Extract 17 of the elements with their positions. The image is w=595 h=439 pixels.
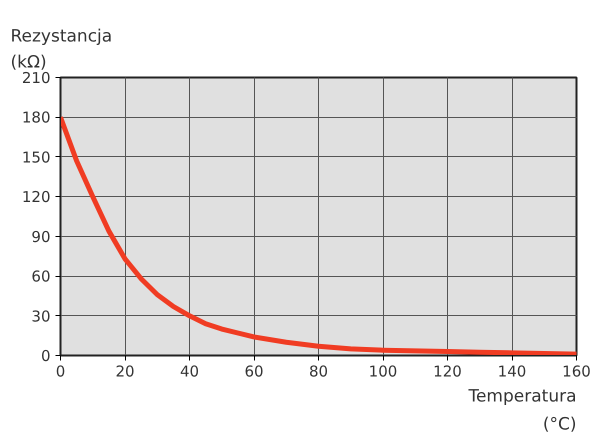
x-tick-label: 40 [180, 362, 200, 380]
y-tick-label: 30 [31, 307, 51, 326]
y-tick-label: 150 [22, 148, 51, 166]
y-tick-label: 90 [31, 228, 51, 246]
x-tick-label: 140 [498, 362, 526, 380]
y-tick-label: 180 [22, 108, 51, 127]
y-tick-label: 60 [31, 268, 51, 286]
x-tick-label: 60 [244, 362, 264, 380]
x-tick-label: 20 [115, 362, 135, 380]
x-tick-label: 80 [308, 362, 328, 380]
x-axis-title: Temperatura (°C) [467, 386, 577, 434]
x-tick-label: 160 [562, 362, 591, 380]
y-tick-label: 0 [40, 347, 51, 365]
x-tick-label: 100 [368, 362, 398, 380]
x-tick-label: 0 [56, 362, 66, 380]
x-tick-label: 120 [433, 362, 462, 380]
y-tick-label: 120 [22, 188, 51, 206]
